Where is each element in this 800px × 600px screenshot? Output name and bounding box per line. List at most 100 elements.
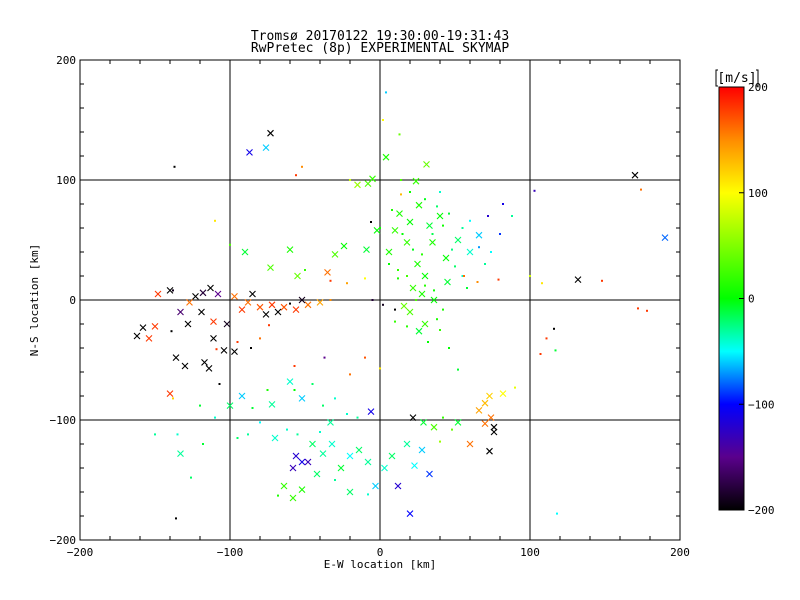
data-point-dot [424,198,426,201]
data-point-cross [391,227,399,234]
data-point-cross [241,248,249,256]
data-point-cross [166,287,174,294]
x-tick-label: −100 [217,546,244,559]
data-point-cross [246,149,253,156]
data-point-dot [400,193,402,196]
data-point-cross [372,482,379,490]
data-point-cross [499,390,507,397]
colorbar: 200 100 0 −100 −200 [715,69,775,517]
colorbar-unit: [m/s] [717,71,756,86]
chart-title-line2: RwPretec (8p) EXPERIMENTAL SKYMAP [251,41,509,56]
data-point-dot [172,289,174,292]
data-point-cross [409,284,417,292]
data-point-dot [296,433,299,436]
data-point-dot [424,284,426,287]
data-point-cross [406,308,414,316]
data-point-cross [346,488,354,496]
data-point-dot [293,365,296,367]
data-point-cross [231,348,238,355]
colorbar-tick-label: 200 [748,81,768,94]
data-point-cross [286,378,294,385]
data-point-cross [421,272,429,280]
data-point-dot [541,282,543,285]
data-point-cross [267,264,274,271]
data-point-cross [262,144,270,151]
data-point-dot [484,263,486,265]
data-point-cross [475,407,483,414]
data-point-dot [415,299,417,301]
data-point-dot [289,302,291,305]
data-point-dot [176,433,179,436]
colorbar-tick-label: −100 [748,398,775,411]
data-point-cross [238,392,246,400]
data-point-dot [199,404,201,407]
data-point-cross [331,251,339,258]
data-point-cross [661,234,669,241]
plot-area: −200 −100 0 100 200 −200 −100 0 100 200 [50,54,690,559]
data-point-cross [231,293,238,300]
data-point-dot [439,191,441,193]
data-point-dot [229,243,231,246]
data-point-dot [364,356,366,359]
data-point-dot [236,437,239,439]
data-point-dot [539,353,542,355]
data-point-dot [218,383,221,385]
data-point-cross [466,248,474,256]
data-point-dot [433,289,435,292]
data-point-cross [388,452,396,460]
data-point-cross [166,390,174,397]
data-point-dot [439,329,441,331]
data-point-cross [490,423,498,431]
chart-title-line1: Tromsø 20170122 19:30:00-19:31:43 [251,29,509,44]
data-point-dot [436,318,438,321]
data-point-dot [268,324,270,327]
data-point-cross [426,222,433,229]
data-point-cross [207,284,214,292]
data-point-cross [238,306,246,313]
data-point-dot [349,179,351,181]
data-point-cross [382,153,390,161]
data-point-cross [369,175,376,183]
data-point-cross [423,161,430,168]
data-point-cross [319,450,327,457]
data-point-cross [271,434,279,442]
data-point-cross [210,318,217,325]
data-point-cross [177,308,184,316]
data-point-cross [184,320,192,328]
y-tick-label: 200 [56,54,76,67]
data-point-cross [346,452,354,460]
y-axis-label: N-S location [km] [28,244,41,357]
data-point-dot [554,349,557,352]
data-point-dot [250,347,252,349]
data-point-dot [329,279,332,282]
data-point-cross [337,464,345,472]
colorbar-tick-label: 0 [748,293,755,306]
data-point-cross [355,446,363,454]
data-point-dot [499,233,501,235]
data-point-cross [363,246,370,253]
data-point-dot [487,215,489,217]
data-point-dot [286,428,288,431]
data-point-dot [514,386,516,389]
data-point-dot [356,416,359,419]
data-point-cross [466,440,474,448]
data-point-dot [406,275,408,277]
data-point-cross [177,450,184,457]
data-point-dot [533,189,536,192]
data-point-cross [412,177,420,185]
data-point-dot [175,517,177,520]
data-point-cross [220,347,228,354]
data-point-dot [451,248,453,251]
data-point-cross [454,236,462,244]
data-point-cross [444,278,451,286]
data-point-dot [277,494,279,497]
data-point-dot [266,389,269,391]
data-point-cross [268,301,276,309]
data-point-cross [454,419,462,426]
data-point-cross [292,452,300,460]
data-point-cross [409,414,417,421]
data-point-cross [394,482,402,490]
data-point-cross [199,289,207,297]
data-point-dot [379,227,381,229]
data-point-dot [646,309,648,312]
